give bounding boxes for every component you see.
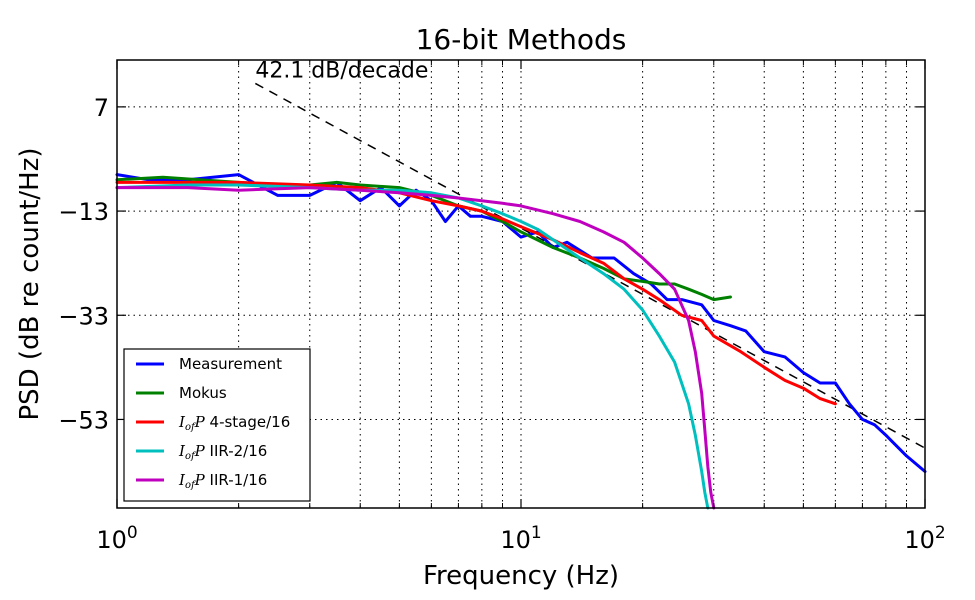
x-tick-label: 101 [500, 523, 541, 554]
y-axis-label: PSD (dB re count/Hz) [15, 147, 45, 420]
series-line [115, 186, 716, 510]
series-line [115, 173, 927, 473]
legend-label: IofP 4-stage/16 [178, 413, 290, 433]
legend-label: Measurement [179, 355, 282, 373]
legend-label: Mokus [179, 384, 227, 402]
y-tick-label: −13 [58, 198, 109, 226]
x-axis-label: Frequency (Hz) [423, 561, 619, 591]
slope-annotation-label: 42.1 dB/decade [255, 58, 428, 83]
legend: Measurement Mokus IofP 4-stage/16 IofP IIR-… [123, 348, 311, 502]
legend-box [123, 348, 311, 502]
y-tick-label: 7 [94, 94, 109, 122]
series-lines [115, 173, 927, 510]
tick-labels: 100 101 102 7 −13 −33 −53 [58, 94, 945, 554]
axis-ticks [116, 60, 926, 508]
chart-title: 16-bit Methods [416, 23, 627, 56]
legend-label: IofP IIR-2/16 [178, 442, 267, 462]
y-tick-label: −33 [58, 302, 109, 330]
x-tick-label: 100 [96, 523, 137, 554]
series-line [115, 180, 837, 406]
x-tick-label: 102 [904, 523, 945, 554]
y-tick-label: −53 [58, 406, 109, 434]
legend-label: IofP IIR-1/16 [178, 471, 267, 491]
